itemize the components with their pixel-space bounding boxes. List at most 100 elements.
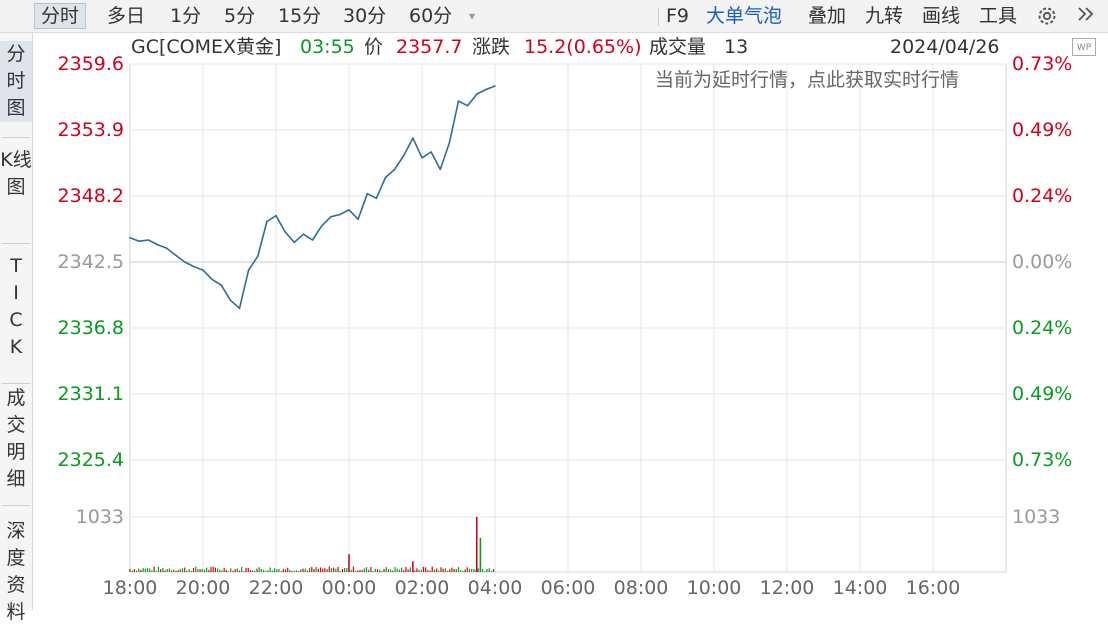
sidebar-divider: [2, 383, 30, 384]
price-point: [174, 254, 177, 256]
price-point: [247, 269, 250, 271]
price-value: 2357.7: [396, 36, 463, 58]
price-line: [129, 85, 496, 310]
tab-5min[interactable]: 5分: [224, 5, 256, 27]
price-point: [329, 216, 332, 218]
price-point: [357, 218, 359, 220]
price-point: [284, 231, 286, 233]
price-point: [494, 85, 496, 87]
double-chevron-right-icon[interactable]: [1076, 3, 1096, 29]
price-point: [266, 220, 268, 223]
change-value: 15.2(0.65%): [524, 36, 642, 58]
quote-time: 03:55: [300, 36, 355, 58]
price-point: [412, 137, 414, 139]
sidebar-divider: [2, 243, 30, 244]
time-tick-label: 08:00: [613, 577, 669, 599]
wp-badge[interactable]: WP: [1072, 38, 1096, 56]
time-tick-label: 22:00: [248, 577, 304, 599]
price-point: [402, 154, 405, 157]
percent-tick-label: 0.49%: [1012, 119, 1073, 141]
price-point: [366, 192, 369, 195]
toolbar: 分时 多日 1分 5分 15分 30分 60分 ▾ F9 大单气泡 叠加 九转 …: [0, 0, 1108, 33]
tools-button[interactable]: 工具: [979, 5, 1018, 27]
time-tick-label: 18:00: [102, 577, 158, 599]
price-point: [138, 240, 140, 242]
sidebar-item-kline[interactable]: K线图: [0, 149, 32, 198]
price-point: [457, 100, 460, 102]
tab-1min[interactable]: 1分: [170, 5, 202, 27]
tab-30min[interactable]: 30分: [343, 5, 387, 27]
price-point: [302, 233, 305, 236]
price-point: [421, 156, 423, 159]
price-point: [448, 141, 451, 144]
divider: [658, 8, 659, 26]
percent-tick-label: 0.49%: [1012, 383, 1073, 405]
price-point: [220, 284, 223, 286]
volume-value: 13: [724, 36, 749, 58]
price-tick-label: 2342.5: [57, 251, 124, 273]
price-tick-label: 2325.4: [57, 449, 124, 471]
sidebar: 分时图 K线图 TICK 成交明细 深度资料: [0, 33, 33, 623]
price-point: [375, 197, 378, 200]
sidebar-divider: [2, 505, 30, 506]
symbol-name: GC[COMEX黄金]: [131, 36, 282, 58]
sidebar-divider: [2, 137, 30, 138]
delay-notice-link[interactable]: 当前为延时行情，点此获取实时行情: [655, 69, 960, 91]
price-point: [129, 236, 131, 239]
percent-tick-label: 0.73%: [1012, 449, 1073, 471]
price-point: [430, 151, 432, 153]
date-label: 2024/04/26: [890, 36, 1000, 58]
price-tick-label: 2353.9: [57, 119, 124, 141]
price-point: [384, 176, 387, 179]
percent-tick-label: 0.24%: [1012, 185, 1073, 207]
time-tick-label: 06:00: [540, 577, 596, 599]
price-tick-label: 2331.1: [57, 383, 124, 405]
gear-icon[interactable]: [1036, 5, 1058, 31]
price-point: [275, 214, 277, 217]
percent-tick-label: 0.24%: [1012, 317, 1073, 339]
percent-tick-label: 0.00%: [1012, 251, 1073, 273]
volume-tick-label-right: 1033: [1012, 506, 1061, 528]
time-tick-label: 00:00: [321, 577, 377, 599]
price-tick-label: 2359.6: [57, 53, 124, 75]
price-point: [348, 209, 350, 211]
price-point: [485, 88, 487, 91]
price-point: [183, 261, 186, 263]
price-point: [311, 239, 314, 241]
price-point: [393, 168, 396, 171]
price-point: [320, 225, 323, 227]
tab-15min[interactable]: 15分: [278, 5, 322, 27]
price-point: [475, 93, 478, 95]
f9-button[interactable]: F9: [666, 5, 690, 27]
price-point: [165, 247, 168, 249]
big-order-bubble-button[interactable]: 大单气泡: [706, 5, 783, 27]
chevron-down-icon[interactable]: ▾: [469, 9, 476, 23]
price-point: [229, 299, 232, 302]
time-tick-label: 20:00: [175, 577, 231, 599]
price-point: [466, 104, 469, 107]
sidebar-item-tick[interactable]: TICK: [9, 255, 23, 358]
price-point: [256, 255, 259, 258]
tab-60min[interactable]: 60分: [409, 5, 453, 27]
change-label: 涨跌: [472, 36, 511, 58]
sidebar-item-trade-details[interactable]: 成交明细: [6, 387, 26, 490]
price-tick-label: 2336.8: [57, 317, 124, 339]
volume-tick-label: 1033: [75, 506, 124, 528]
tab-multi-day[interactable]: 多日: [107, 5, 146, 27]
overlay-button[interactable]: 叠加: [808, 5, 847, 27]
sidebar-item-intraday-chart[interactable]: 分时图: [0, 41, 32, 122]
nine-turn-button[interactable]: 九转: [865, 5, 904, 27]
time-tick-label: 16:00: [905, 577, 961, 599]
price-tick-label: 2348.2: [57, 185, 124, 207]
price-point: [238, 307, 241, 310]
volume-label: 成交量: [649, 36, 707, 58]
price-point: [202, 269, 204, 271]
draw-line-button[interactable]: 画线: [922, 5, 961, 27]
time-tick-label: 10:00: [686, 577, 742, 599]
price-point: [339, 213, 341, 216]
price-point: [211, 278, 213, 281]
intraday-chart[interactable]: [0, 0, 1108, 610]
time-tick-label: 14:00: [832, 577, 888, 599]
percent-tick-label: 0.73%: [1012, 53, 1073, 75]
tab-intraday[interactable]: 分时: [34, 3, 87, 29]
